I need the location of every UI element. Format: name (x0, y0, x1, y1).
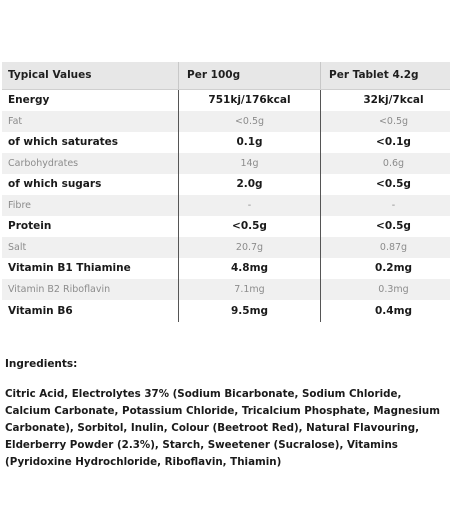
table-header-row: Typical Values Per 100g Per Tablet 4.2g (2, 62, 450, 90)
row-label: of which sugars (8, 178, 102, 190)
row-label: Fat (2, 111, 179, 132)
header-per-tablet: Per Tablet 4.2g (320, 62, 450, 90)
table-row: Vitamin B6 9.5mg 0.4mg (2, 300, 450, 322)
per-tablet-value: 0.4mg (374, 304, 413, 317)
per-tablet-value: <0.5g (376, 220, 411, 232)
header-per-100g: Per 100g (178, 62, 321, 90)
table-row: Energy 751kj/176kcal 32kj/7kcal (2, 89, 450, 111)
per-100g-value: 20.7g (178, 237, 321, 258)
table-row: Vitamin B2 Riboflavin 7.1mg 0.3mg (2, 279, 450, 300)
table-row: Carbohydrates 14g 0.6g (2, 153, 450, 174)
nutrition-table-body: Energy 751kj/176kcal 32kj/7kcal Fat <0.5g <0.… (2, 89, 450, 322)
per-100g-value: 4.8mg (178, 258, 321, 279)
per-tablet-value: <0.1g (376, 136, 411, 148)
per-100g-value: 7.1mg (178, 279, 321, 300)
table-row: Fat <0.5g <0.5g (2, 111, 450, 132)
row-label: Salt (2, 237, 179, 258)
per-100g-value: - (178, 195, 321, 216)
per-100g-value: 0.1g (178, 132, 321, 153)
row-label: Vitamin B2 Riboflavin (2, 279, 179, 300)
table-row: Salt 20.7g 0.87g (2, 237, 450, 258)
row-label: of which saturates (8, 136, 119, 148)
per-tablet-value: 0.3mg (320, 279, 450, 300)
per-100g-value: 14g (178, 153, 321, 174)
header-typical-values: Typical Values (2, 62, 179, 90)
per-100g-value: 751kj/176kcal (178, 89, 321, 111)
per-100g-value: 9.5mg (178, 300, 321, 322)
table-row: Vitamin B1 Thiamine 4.8mg 0.2mg (2, 258, 450, 279)
per-100g-value: <0.5g (178, 216, 321, 237)
row-label: Fibre (2, 195, 179, 216)
table-row: Fibre - - (2, 195, 450, 216)
ingredients-text: Citric Acid, Electrolytes 37% (Sodium Bi… (5, 388, 440, 468)
row-label: Protein (8, 220, 52, 232)
per-tablet-value: 0.6g (320, 153, 450, 174)
per-tablet-value: - (320, 195, 450, 216)
nutrition-table: Typical Values Per 100g Per Tablet 4.2g … (2, 62, 450, 322)
per-tablet-value: 0.2mg (374, 262, 413, 274)
row-label: Energy (8, 94, 50, 106)
ingredients-heading: Ingredients: (5, 358, 78, 370)
row-label: Vitamin B6 (8, 304, 73, 317)
table-row: of which saturates 0.1g <0.1g (2, 132, 450, 153)
per-tablet-value: <0.5g (320, 111, 450, 132)
row-label: Carbohydrates (2, 153, 179, 174)
per-tablet-value: <0.5g (376, 178, 411, 190)
per-100g-value: <0.5g (178, 111, 321, 132)
table-row: Protein <0.5g <0.5g (2, 216, 450, 237)
table-row: of which sugars 2.0g <0.5g (2, 174, 450, 195)
per-tablet-value: 0.87g (320, 237, 450, 258)
per-100g-value: 2.0g (178, 174, 321, 195)
row-label: Vitamin B1 Thiamine (8, 262, 131, 274)
per-tablet-value: 32kj/7kcal (363, 94, 424, 106)
